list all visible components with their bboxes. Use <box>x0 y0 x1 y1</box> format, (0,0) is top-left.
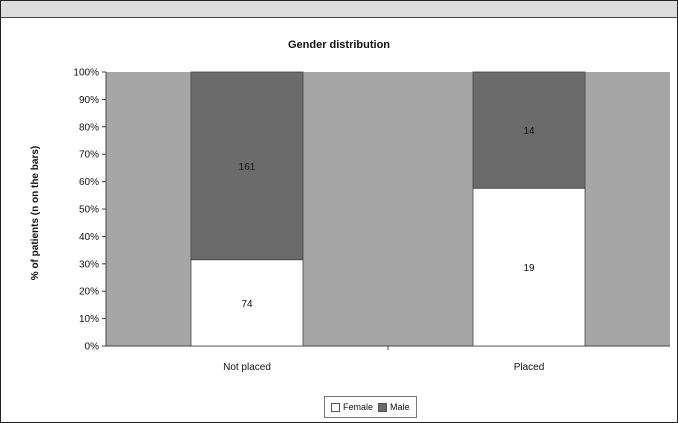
y-tick-label: 100% <box>73 68 99 79</box>
y-axis-label: % of patients (n on the bars) <box>30 146 41 280</box>
y-tick-label: 0% <box>85 342 100 353</box>
chart-title: Gender distribution <box>288 39 390 51</box>
y-tick-label: 80% <box>79 122 99 133</box>
legend-label-male: Male <box>390 402 410 412</box>
y-tick-label: 60% <box>79 177 99 188</box>
x-tick-label: Not placed <box>223 362 271 373</box>
data-label: 161 <box>239 162 256 173</box>
y-tick-label: 20% <box>79 287 99 298</box>
x-tick-label: Placed <box>514 362 545 373</box>
legend-swatch-male <box>378 402 388 412</box>
data-label: 14 <box>523 126 535 137</box>
bar-segment-male <box>190 71 304 261</box>
y-tick-label: 40% <box>79 232 99 243</box>
y-tick-label: 70% <box>79 150 99 161</box>
data-label: 74 <box>241 299 253 310</box>
bar-segment-male <box>472 71 586 189</box>
bar-segment-female <box>472 187 586 347</box>
header-band <box>1 1 677 18</box>
legend-item-female: Female <box>331 402 373 412</box>
y-tick-label: 90% <box>79 95 99 106</box>
y-tick-label: 30% <box>79 259 99 270</box>
y-tick-label: 10% <box>79 314 99 325</box>
data-label: 19 <box>523 263 535 274</box>
legend: Female Male <box>324 396 417 418</box>
legend-item-male: Male <box>378 402 410 412</box>
y-tick-label: 50% <box>79 205 99 216</box>
legend-swatch-female <box>331 402 340 412</box>
legend-label-female: Female <box>343 402 374 412</box>
